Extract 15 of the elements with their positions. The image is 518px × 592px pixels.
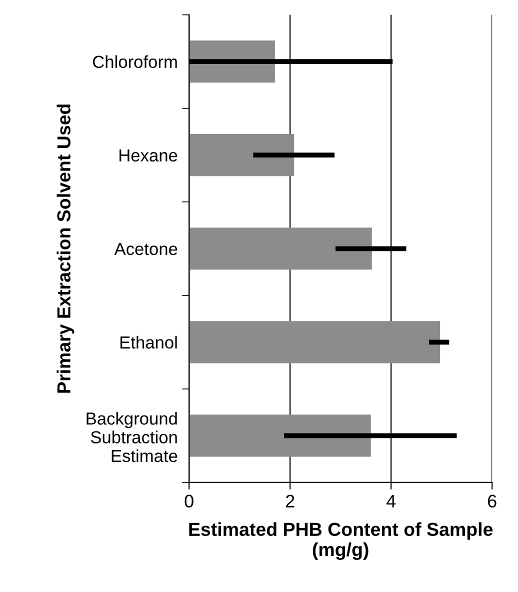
y-tick-label: Hexane: [120, 149, 178, 162]
y-axis-title: Primary Extraction Solvent Used: [56, 104, 74, 393]
bar: [189, 321, 440, 364]
x-tick-label: 2: [286, 494, 294, 508]
bar: [189, 228, 372, 270]
bar: [189, 414, 371, 457]
x-tick-label: 0: [184, 494, 194, 508]
y-tick-label: Background Subtraction Estimate: [86, 412, 178, 462]
x-axis-title: Estimated PHB Content of Sample (mg/g): [189, 522, 493, 560]
x-tick-label: 4: [386, 494, 396, 508]
y-tick-label: Chloroform: [92, 55, 177, 68]
y-tick-label: Acetone: [114, 242, 178, 256]
x-tick-label: 6: [488, 494, 496, 508]
bar: [189, 134, 294, 176]
y-tick-label: Ethanol: [120, 336, 177, 349]
